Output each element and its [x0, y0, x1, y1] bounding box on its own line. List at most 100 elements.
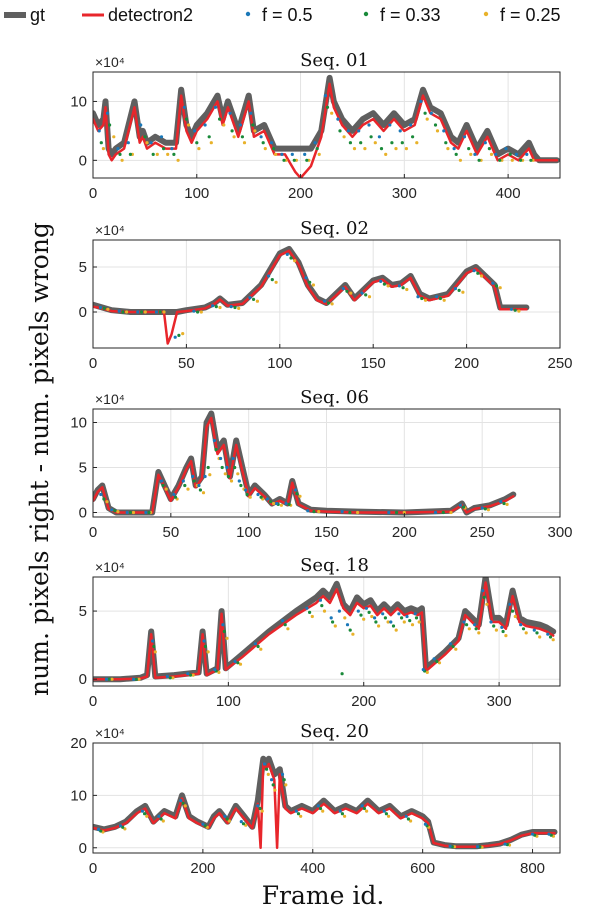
- series-point-f-0-25: [145, 141, 149, 145]
- series-point-f-0-25: [284, 783, 288, 787]
- series-point-f-0-33: [382, 282, 386, 286]
- series-point-f-0-5: [244, 488, 248, 492]
- series-point-f-0-5: [228, 111, 232, 115]
- series-point-f-0-25: [317, 510, 321, 514]
- panel-title: Seq. 20: [300, 721, 369, 742]
- series-line-gt: [93, 755, 558, 850]
- series-point-f-0-33: [433, 123, 438, 127]
- series-point-f-0-25: [410, 623, 415, 627]
- legend-swatch: [483, 11, 489, 17]
- series-line-gt: [93, 410, 517, 516]
- y-exponent-label: ×10⁴: [95, 559, 125, 575]
- series-point-f-0-5: [499, 500, 503, 504]
- series-point-f-0-33: [331, 620, 335, 624]
- series-point-f-0-5: [340, 510, 344, 514]
- series-point-f-0-5: [256, 804, 260, 808]
- series-point-f-0-33: [395, 510, 399, 515]
- series-point-f-0-33: [282, 158, 286, 162]
- series-point-f-0-33: [173, 495, 178, 499]
- series-point-f-0-5: [397, 612, 401, 616]
- series-point-f-0-33: [196, 310, 200, 314]
- series-point-f-0-5: [458, 503, 462, 507]
- series-point-f-0-25: [330, 302, 334, 306]
- series-point-f-0-25: [454, 647, 458, 651]
- series-point-f-0-33: [158, 310, 162, 314]
- series-point-f-0-33: [177, 333, 181, 337]
- series-point-f-0-5: [116, 147, 120, 151]
- series-point-f-0-5: [336, 117, 340, 121]
- series-point-f-0-5: [419, 99, 423, 103]
- y-tick-label: 0: [79, 152, 87, 169]
- legend-label: gt: [30, 5, 45, 25]
- series-point-f-0-33: [548, 635, 553, 639]
- series-point-f-0-33: [325, 105, 330, 109]
- series-point-f-0-25: [551, 638, 555, 642]
- series-point-f-0-25: [237, 306, 241, 310]
- series-point-f-0-5: [105, 111, 110, 115]
- series-point-f-0-5: [239, 820, 243, 824]
- series-point-f-0-5: [182, 105, 186, 109]
- series-point-f-0-33: [465, 623, 469, 627]
- series-point-f-0-5: [149, 141, 153, 145]
- y-tick-label: 0: [79, 671, 87, 688]
- series-point-f-0-25: [386, 284, 390, 288]
- series-point-f-0-5: [270, 778, 274, 782]
- series-point-f-0-5: [416, 295, 420, 299]
- series-point-f-0-33: [99, 829, 103, 833]
- x-tick-label: 0: [89, 860, 97, 877]
- series-point-f-0-5: [223, 814, 227, 818]
- series-point-f-0-5: [500, 625, 504, 630]
- series-point-f-0-25: [143, 310, 147, 314]
- series-point-f-0-25: [101, 147, 105, 151]
- series-point-f-0-5: [269, 141, 274, 145]
- series-point-f-0-33: [159, 817, 163, 821]
- x-tick-label: 100: [267, 355, 292, 372]
- series-group: [93, 755, 558, 850]
- series-point-f-0-33: [102, 497, 106, 501]
- series-point-f-0-33: [408, 619, 412, 623]
- series-point-f-0-33: [478, 845, 482, 849]
- series-point-f-0-25: [106, 307, 110, 311]
- series-point-f-0-25: [425, 670, 429, 675]
- series-point-f-0-33: [222, 629, 226, 634]
- series-point-f-0-25: [351, 632, 355, 636]
- x-axis-label: Frame id.: [262, 881, 385, 910]
- series-point-f-0-25: [120, 158, 124, 162]
- series-point-f-0-25: [343, 814, 347, 818]
- series-point-f-0-33: [268, 500, 273, 504]
- series-point-f-0-33: [338, 129, 342, 133]
- y-exponent-label: ×10⁴: [95, 222, 125, 238]
- x-tick-label: 200: [454, 355, 479, 372]
- x-tick-label: 0: [89, 693, 97, 710]
- series-point-f-0-25: [201, 491, 206, 495]
- series-point-f-0-25: [171, 676, 175, 680]
- series-point-f-0-5: [262, 762, 266, 766]
- series-point-f-0-33: [461, 505, 466, 509]
- x-tick-label: 200: [190, 860, 215, 877]
- series-point-f-0-5: [99, 492, 103, 497]
- series-point-f-0-33: [502, 501, 506, 506]
- series-point-f-0-5: [212, 438, 216, 443]
- series-point-f-0-25: [222, 123, 226, 127]
- series-point-f-0-5: [219, 456, 223, 461]
- series-point-f-0-25: [467, 627, 471, 631]
- series-point-f-0-5: [193, 129, 197, 133]
- series-point-f-0-33: [128, 510, 132, 515]
- series-point-f-0-5: [265, 497, 269, 501]
- series-group: [93, 74, 560, 178]
- series-point-f-0-25: [286, 627, 290, 631]
- series-point-f-0-33: [99, 141, 103, 145]
- series-point-f-0-33: [181, 801, 185, 805]
- series-point-f-0-33: [121, 310, 125, 314]
- series-point-f-0-5: [125, 510, 129, 515]
- series-point-f-0-5: [389, 620, 393, 624]
- series-point-f-0-25: [485, 602, 489, 606]
- series-point-f-0-33: [482, 595, 486, 600]
- x-tick-label: 150: [361, 355, 386, 372]
- series-point-f-0-25: [513, 614, 517, 619]
- series-group: [93, 246, 530, 345]
- series-point-f-0-5: [473, 152, 477, 156]
- series-point-f-0-33: [220, 465, 224, 470]
- series-point-f-0-5: [432, 657, 436, 661]
